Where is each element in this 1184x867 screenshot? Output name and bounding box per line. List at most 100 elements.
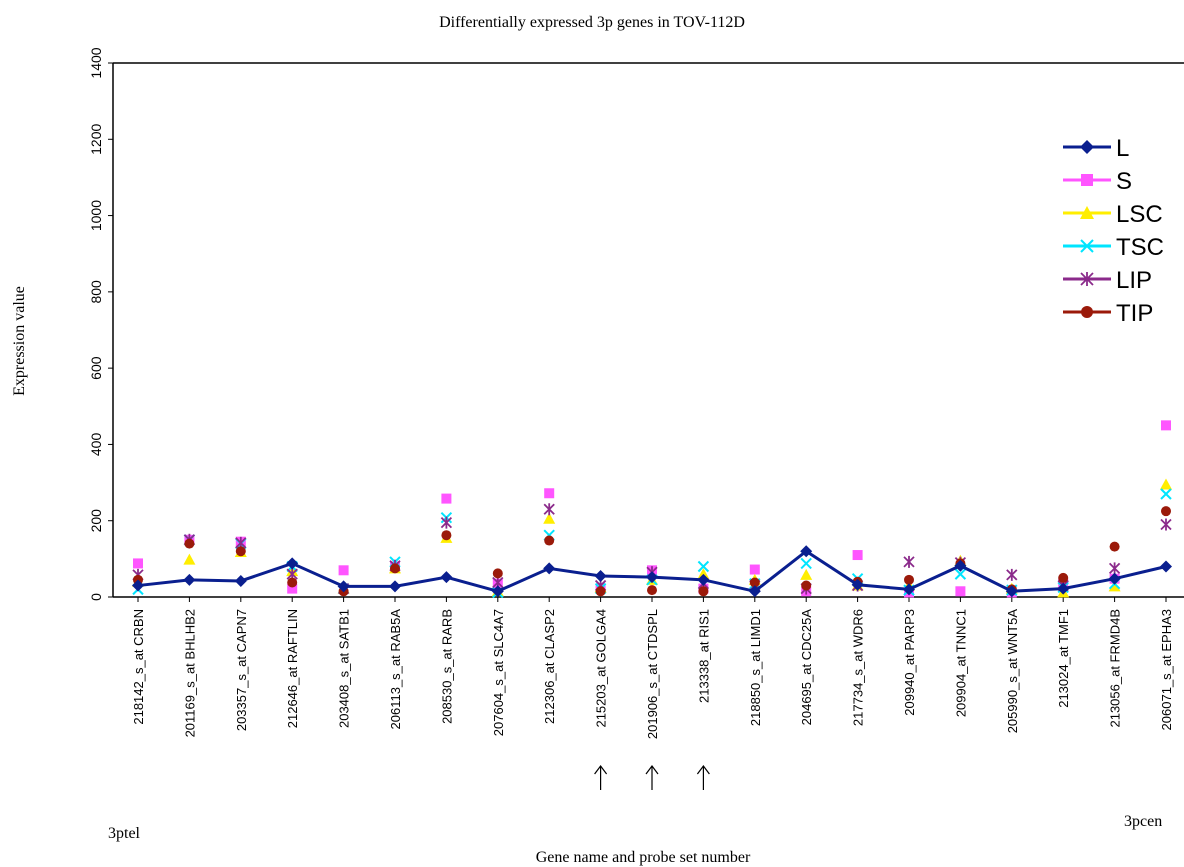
x-tick-label: 217734_s_at WDR6	[851, 609, 866, 726]
data-point-l	[543, 562, 556, 575]
legend-item-l: L	[1063, 135, 1129, 162]
data-point-lip	[1108, 562, 1121, 575]
up-arrow	[594, 765, 608, 790]
data-point-tip	[184, 538, 195, 549]
x-tick-label: 204695_at CDC25A	[799, 609, 814, 726]
legend-item-tsc: TSC	[1063, 234, 1164, 261]
x-tick-label: 218850_s_at LIMD1	[748, 609, 763, 726]
x-axis-label: Gene name and probe set number	[536, 849, 751, 866]
data-point-l	[1160, 560, 1172, 573]
data-point-l	[389, 580, 401, 593]
legend-label: S	[1116, 168, 1132, 195]
data-point-lip	[903, 555, 915, 568]
data-point-lip	[1160, 518, 1172, 531]
y-tick-label: 1000	[88, 200, 104, 231]
data-point-tip	[1161, 506, 1171, 517]
series-l	[132, 545, 1172, 598]
data-point-lip	[440, 516, 453, 529]
legend-item-lsc: LSC	[1063, 201, 1163, 228]
data-point-l	[337, 580, 350, 593]
data-point-lsc	[183, 553, 196, 565]
data-point-lsc	[697, 568, 710, 580]
x-tick-label: 206113_s_at RAB5A	[388, 609, 403, 730]
data-point-lsc	[543, 512, 556, 524]
data-point-tsc	[697, 560, 710, 573]
data-point-l	[903, 583, 915, 596]
legend-marker	[1080, 239, 1094, 253]
x-tick-label: 203408_s_at SATB1	[337, 609, 352, 728]
data-point-lip	[1006, 568, 1018, 581]
data-point-tip	[441, 530, 452, 541]
legend-label: TIP	[1116, 300, 1153, 327]
chart-title: Differentially expressed 3p genes in TOV…	[439, 14, 745, 31]
data-point-l	[800, 545, 813, 558]
data-point-tip	[287, 577, 298, 588]
data-point-s	[544, 488, 555, 499]
legend: LS LSC TSC LIP TIP	[1063, 135, 1164, 327]
data-point-s	[441, 493, 452, 504]
highlight-arrows	[594, 765, 710, 790]
data-point-l	[954, 559, 967, 572]
data-point-l	[1005, 585, 1018, 598]
y-tick-label: 0	[88, 593, 104, 601]
data-point-lsc	[1108, 580, 1121, 592]
data-point-tip	[749, 577, 760, 588]
legend-label: L	[1116, 135, 1129, 162]
y-ticks: 0 200 400 600 800 1000 1200 1400	[88, 47, 113, 601]
data-point-s	[338, 565, 349, 576]
legend-marker	[1081, 306, 1093, 318]
x-tick-label: 209940_at PARP3	[902, 609, 917, 716]
left-end-label: 3ptel	[108, 825, 141, 842]
data-point-tip	[235, 546, 246, 557]
data-point-l	[491, 585, 504, 598]
data-point-tip	[492, 568, 503, 579]
x-tick-label: 205990_s_at WNT5A	[1005, 609, 1020, 734]
data-point-tsc	[800, 557, 812, 570]
x-tick-label: 213024_at TMF1	[1056, 609, 1071, 708]
data-point-tip	[801, 580, 812, 591]
data-point-l	[183, 573, 196, 586]
y-tick-label: 1200	[88, 124, 104, 155]
data-point-l	[132, 579, 144, 592]
y-tick-label: 600	[88, 356, 104, 380]
x-tick-label: 207604_s_at SLC4A7	[491, 609, 506, 736]
legend-label: TSC	[1116, 234, 1164, 261]
x-tick-label: 208530_s_at RARB	[439, 609, 454, 724]
data-point-l	[748, 585, 761, 598]
legend-marker	[1080, 272, 1094, 286]
legend-item-s: S	[1063, 168, 1132, 195]
x-tick-label: 212306_at CLASP2	[542, 609, 557, 724]
x-tick-label: 203357_s_at CAPN7	[234, 609, 249, 731]
legend-label: LSC	[1116, 201, 1163, 228]
x-tick-label: 218142_s_at CRBN	[131, 609, 146, 725]
x-tick-label: 213056_at FRMD4B	[1108, 609, 1123, 728]
data-point-tip	[1109, 541, 1120, 552]
data-point-tip	[647, 585, 657, 596]
data-point-tip	[1058, 572, 1069, 583]
x-tick-label: 206071_s_at EPHA3	[1159, 609, 1174, 730]
data-point-tip	[390, 563, 400, 574]
y-axis-label: Expression value	[11, 286, 28, 396]
data-point-tip	[904, 574, 914, 585]
legend-item-lip: LIP	[1063, 267, 1152, 294]
data-point-l	[234, 574, 247, 587]
data-point-tip	[544, 535, 555, 546]
up-arrow	[645, 765, 659, 790]
data-point-lip	[543, 503, 555, 516]
data-point-l	[1057, 582, 1070, 595]
data-point-s	[955, 586, 966, 597]
data-point-s	[749, 564, 760, 575]
legend-marker	[1080, 206, 1094, 219]
data-point-lsc	[800, 568, 813, 580]
x-tick-label: 209904_at TNNC1	[953, 609, 968, 717]
data-point-s	[287, 583, 298, 594]
data-point-l	[646, 571, 658, 584]
data-point-tip	[595, 586, 606, 597]
plot-area	[132, 420, 1172, 599]
data-point-l	[1108, 572, 1121, 585]
data-point-l	[697, 573, 710, 586]
x-tick-label: 201169_s_at BHLHB2	[182, 609, 197, 737]
axes	[112, 62, 1184, 598]
data-point-s	[1161, 420, 1171, 431]
